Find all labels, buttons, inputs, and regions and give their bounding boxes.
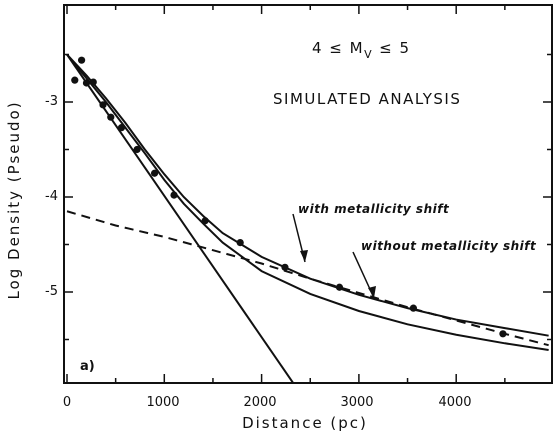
data-point xyxy=(89,78,97,86)
with-shift-label: with metallicity shift xyxy=(298,202,450,216)
data-point xyxy=(409,304,417,312)
plot-frame xyxy=(63,4,553,384)
x-tick-label: 4000 xyxy=(438,395,471,410)
magnitude-range-annotation: 4 ≤ MV ≤ 5 xyxy=(312,39,411,61)
series-line-3 xyxy=(66,53,295,383)
data-point xyxy=(499,330,507,338)
data-points xyxy=(71,56,507,338)
panel-label: a) xyxy=(80,359,95,374)
data-point xyxy=(281,263,289,271)
x-tick-label: 1000 xyxy=(146,395,179,410)
data-point xyxy=(170,191,178,199)
without-shift-label: without metallicity shift xyxy=(361,239,537,253)
data-point xyxy=(77,56,86,64)
y-axis-label: Log Density (Pseudo) xyxy=(5,100,23,299)
x-tick-label: 3000 xyxy=(340,395,373,410)
data-point xyxy=(107,113,115,121)
data-point xyxy=(82,79,91,87)
series-line-4 xyxy=(66,210,549,347)
series-lines xyxy=(66,53,549,383)
y-tick-label: -4 xyxy=(45,189,58,204)
with-shift-arrowhead xyxy=(300,250,308,262)
data-point xyxy=(201,217,209,225)
x-tick-label: 0 xyxy=(63,395,71,410)
y-tick-label: -5 xyxy=(45,284,58,299)
simulated-analysis-annotation: SIMULATED ANALYSIS xyxy=(273,90,461,108)
data-point xyxy=(133,145,141,154)
data-point xyxy=(150,169,159,177)
series-line-2 xyxy=(66,53,549,351)
without-shift-arrowhead xyxy=(368,286,376,298)
y-tick-label: -3 xyxy=(45,94,58,109)
data-point xyxy=(99,101,107,109)
data-point xyxy=(335,283,344,291)
x-axis-label: Distance (pc) xyxy=(242,414,368,432)
axis-ticks xyxy=(64,5,552,383)
data-point xyxy=(236,239,244,247)
data-point xyxy=(71,76,79,84)
data-point xyxy=(117,124,126,132)
x-tick-label: 2000 xyxy=(243,395,276,410)
